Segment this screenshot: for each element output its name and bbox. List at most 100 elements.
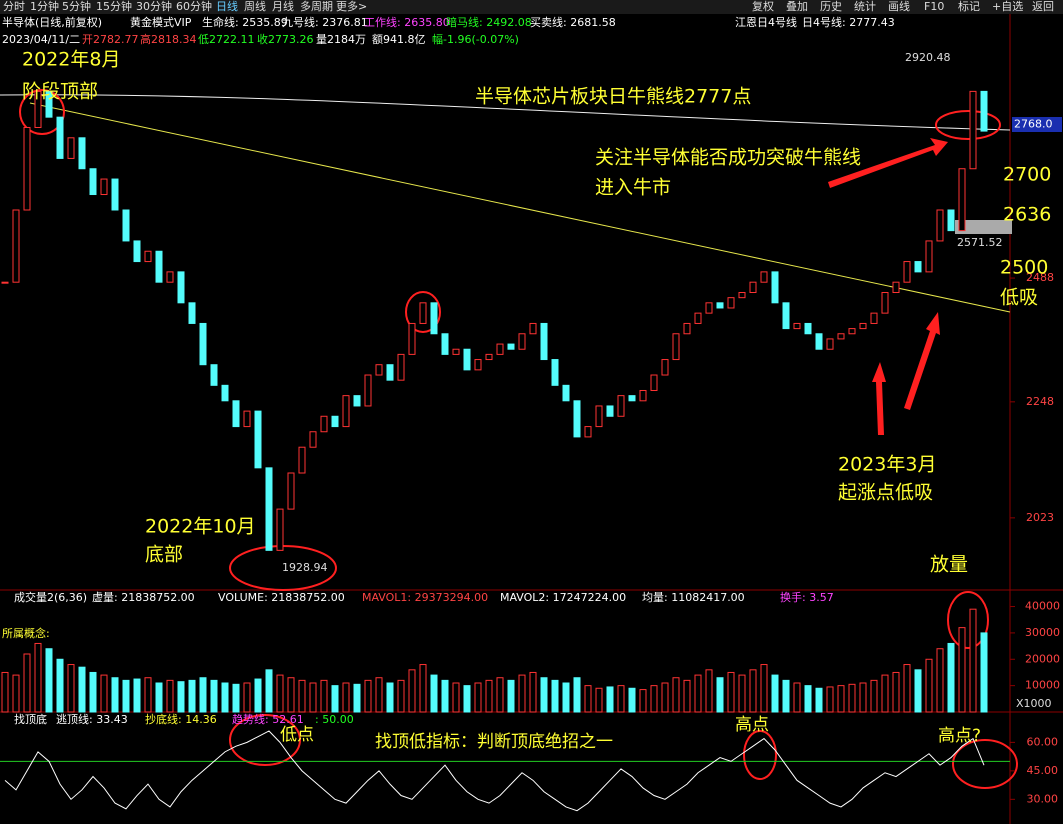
volume-bar [859,682,867,713]
candle [903,261,911,283]
volume-bar [144,677,152,713]
candle [551,359,559,386]
price-label: 2571.52 [957,236,1003,249]
candle [650,374,658,391]
toolbar-button[interactable]: 画线 [888,0,910,13]
toolbar-button[interactable]: 返回 [1032,0,1054,13]
y-tick-label: 40000 [1025,600,1060,613]
header-item: 九号线: 2376.81 [282,15,368,29]
toolbar-button[interactable]: 叠加 [786,0,808,13]
y-tick-label: 60.00 [1027,735,1059,748]
toolbar-button[interactable]: +自选 [992,0,1023,13]
header-item: 收2773.26 [257,32,314,46]
volume-header: MAVOL2: 17247224.00 [500,591,626,604]
toolbar-button[interactable]: 1分钟 [30,0,59,13]
toolbar-button[interactable]: 60分钟 [176,0,212,13]
candle [980,90,988,132]
candle [342,395,350,428]
toolbar-button[interactable]: 统计 [854,0,876,13]
volume-bar [34,642,42,713]
toolbar-button[interactable]: 月线 [272,0,294,13]
candle [375,364,383,376]
toolbar-button[interactable]: 30分钟 [136,0,172,13]
toolbar-button[interactable]: 历史 [820,0,842,13]
volume-bar [100,674,108,713]
candle [89,168,97,196]
toolbar-button[interactable]: 15分钟 [96,0,132,13]
volume-bar [826,686,834,713]
volume-bar [562,682,570,713]
candle [837,333,845,340]
volume-bar [925,658,933,713]
candle [529,322,537,335]
volume-bar [771,674,779,713]
volume-bar [243,682,251,713]
volume-bar [881,674,889,713]
candle [364,374,372,407]
volume-bar [463,685,471,713]
annotation: 找顶低指标：判断顶底绝招之一 [375,732,613,752]
indicator-header: 趋势线: 52.61 [232,712,304,726]
annotation: 阶段顶部 [22,81,98,103]
volume-bar [650,685,658,713]
candle [606,405,614,417]
toolbar-button[interactable]: 日线 [216,0,238,13]
candle [782,302,790,330]
volume-header: MAVOL1: 29373294.00 [362,591,488,604]
candle [287,472,295,510]
candle [276,508,284,551]
toolbar-button[interactable]: 分时 [3,0,25,13]
y-tick-label: 20000 [1025,652,1060,665]
y-tick-label: 2248 [1026,395,1054,408]
volume-bar [221,682,229,713]
volume-bar [342,682,350,713]
annotation: 低点 [280,725,314,745]
toolbar-button[interactable]: 标记 [958,0,980,13]
annotation: 底部 [145,544,183,566]
y-tick-label: 2488 [1026,271,1054,284]
candle [309,431,317,448]
volume-bar [397,679,405,713]
bull-bear-line [0,94,1011,131]
toolbar-button[interactable]: F10 [924,0,944,13]
volume-bar [903,664,911,713]
volume-bar [892,671,900,713]
header-item: 买卖线: 2681.58 [530,15,616,29]
header-item: 低2722.11 [198,33,255,46]
toolbar-button[interactable]: 更多> [336,0,367,13]
header-item: 暗马线: 2492.08 [446,15,532,29]
toolbar-button[interactable]: 5分钟 [62,0,91,13]
candle [617,395,625,417]
volume-bar [23,653,31,713]
volume-bar [111,677,119,713]
annotation: 2700 [1003,164,1051,186]
volume-bar [67,664,75,713]
volume-bar [122,679,130,713]
toolbar-button[interactable]: 多周期 [300,0,333,13]
volume-bar [386,682,394,713]
candle [144,250,152,263]
candle [573,400,581,438]
volume-header: VOLUME: 21838752.00 [218,591,345,604]
candle [177,271,185,304]
volume-bar [782,679,790,713]
concept-label: 所属概念: [2,626,50,640]
candle [155,250,163,283]
candle [859,322,867,330]
candle [793,322,801,330]
volume-bar [848,683,856,713]
candle [540,322,548,361]
volume-bar [793,682,801,713]
candle [628,395,636,402]
volume-bar [441,679,449,713]
volume-bar [727,671,735,713]
candle [584,426,592,438]
toolbar-button[interactable]: 复权 [752,0,774,13]
volume-bar [815,687,823,713]
toolbar-button[interactable]: 周线 [244,0,266,13]
candle [397,353,405,381]
y-tick-label: 30000 [1025,626,1060,639]
candle [760,271,768,283]
candle [199,322,207,366]
